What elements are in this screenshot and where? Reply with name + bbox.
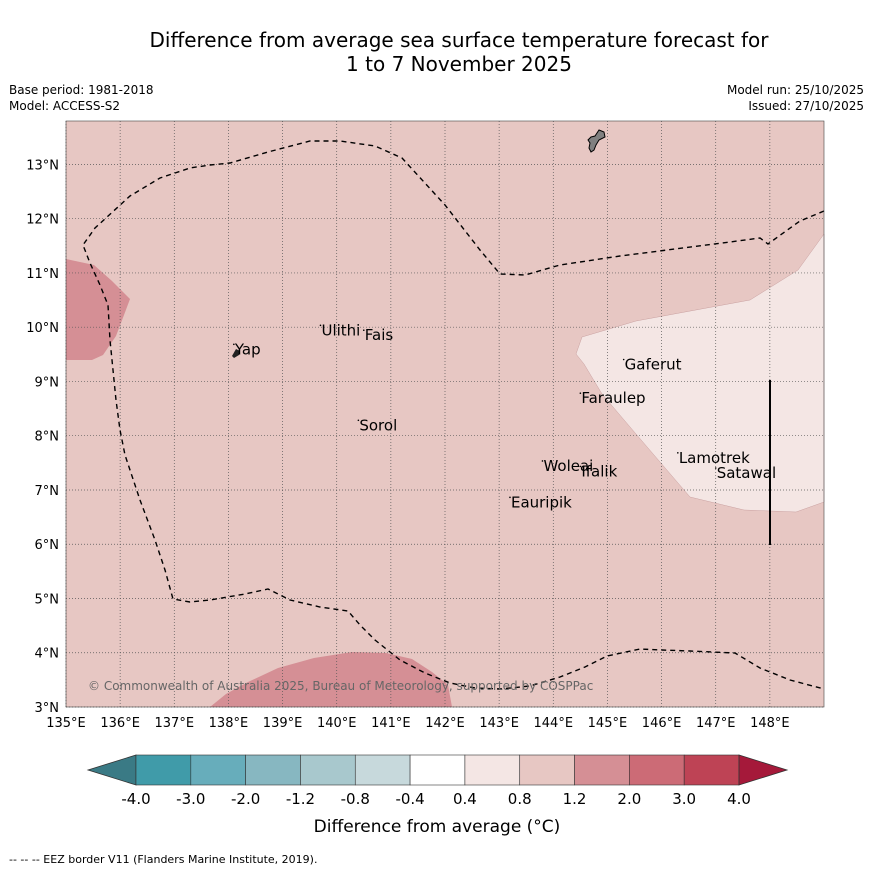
lat-tick-label: 9°N — [35, 375, 60, 390]
lon-tick-label: 137°E — [155, 716, 195, 731]
anomaly-region-south — [210, 652, 452, 707]
lon-tick-label: 138°E — [209, 716, 249, 731]
lat-tick-label: 7°N — [35, 484, 60, 499]
place-label: Ifalik — [581, 462, 617, 480]
map-frame — [65, 120, 825, 708]
footer-note: -- -- -- EEZ border V11 (Flanders Marine… — [9, 853, 318, 866]
place-label: Fais — [365, 326, 394, 344]
lat-tick-label: 6°N — [35, 538, 60, 553]
place-label: Ulithi — [321, 321, 360, 339]
lat-tick-label: 8°N — [35, 430, 60, 445]
colorbar-tick-label: 4.0 — [727, 790, 751, 808]
place-label: Lamotrek — [679, 449, 750, 467]
place-dot — [509, 496, 511, 499]
lat-tick-label: 10°N — [26, 321, 59, 336]
copyright-text: © Commonwealth of Australia 2025, Bureau… — [88, 679, 593, 693]
colorbar-tick-label: 0.8 — [508, 790, 532, 808]
lon-tick-label: 144°E — [534, 716, 574, 731]
colorbar-tick-label: -3.0 — [176, 790, 205, 808]
place-dot — [579, 465, 582, 468]
colorbar-segment — [354, 754, 411, 786]
lon-tick-label: 142°E — [425, 716, 465, 731]
place-dot — [357, 419, 360, 422]
title-line-2: 1 to 7 November 2025 — [346, 52, 572, 76]
place-label: Sorol — [359, 416, 397, 434]
place-label: Eauripik — [511, 493, 572, 511]
meta-right: Model run: 25/10/2025 Issued: 27/10/2025 — [727, 82, 864, 114]
colorbar-under-triangle — [86, 754, 137, 786]
colorbar-label: Difference from average (°C) — [314, 817, 561, 837]
place-label: Satawal — [717, 464, 776, 482]
place-labels: Ulithi Fais Yap Gaferut Faraulep Sorol WoleaiI… — [233, 321, 776, 511]
colorbar-segment — [464, 754, 521, 786]
colorbar-tick-label: -4.0 — [121, 790, 150, 808]
colorbar: -4.0 -3.0 -2.0 -1.2 -0.8 -0.4 0.4 0.8 1.2 2.0 3.0 4… — [86, 754, 789, 808]
colorbar-tick-label: -2.0 — [231, 790, 260, 808]
colorbar-tick-label: -0.4 — [395, 790, 424, 808]
colorbar-tick-label: -0.8 — [341, 790, 370, 808]
place-label: Faraulep — [581, 389, 645, 407]
place-label: Gaferut — [625, 356, 682, 374]
place-dot — [622, 358, 625, 361]
lon-tick-label: 148°E — [750, 716, 790, 731]
place-dot — [714, 467, 717, 469]
colorbar-segment — [135, 754, 192, 786]
colorbar-segment — [574, 754, 630, 786]
place-dot — [319, 324, 322, 327]
lat-tick-label: 3°N — [35, 701, 60, 716]
axis-labels: 135°E 136°E 137°E 138°E 139°E 140°E 141°E 142°E… — [26, 158, 789, 731]
guam-island — [587, 129, 606, 153]
yap-island — [232, 349, 240, 358]
anomaly-region-light — [575, 233, 825, 513]
title-line-1: Difference from average sea surface temp… — [149, 28, 769, 52]
chart-title: Difference from average sea surface temp… — [0, 28, 873, 76]
lon-tick-label: 145°E — [588, 716, 628, 731]
colorbar-segment — [519, 754, 575, 786]
colorbar-segment — [409, 754, 466, 786]
place-dot — [579, 392, 582, 394]
lon-tick-label: 143°E — [479, 716, 519, 731]
lon-tick-label: 139°E — [263, 716, 303, 731]
place-dot — [233, 343, 235, 346]
colorbar-tick-label: 1.2 — [563, 790, 587, 808]
place-dot — [677, 452, 679, 454]
colorbar-segment — [300, 754, 356, 786]
colorbar-tick-label: 0.4 — [453, 790, 477, 808]
colorbar-tick-label: 3.0 — [672, 790, 696, 808]
place-label: Yap — [234, 340, 261, 358]
colorbar-segment — [683, 754, 740, 786]
colorbar-segment — [245, 754, 301, 786]
lat-tick-label: 11°N — [26, 267, 59, 282]
place-dot — [541, 460, 544, 462]
model-name: Model: ACCESS-S2 — [9, 99, 121, 113]
lon-tick-label: 135°E — [46, 716, 86, 731]
map-area: Ulithi Fais Yap Gaferut Faraulep Sorol WoleaiI… — [65, 120, 825, 708]
lat-tick-label: 5°N — [35, 592, 60, 607]
lon-tick-label: 146°E — [642, 716, 682, 731]
place-dot — [362, 329, 365, 332]
colorbar-over-triangle — [738, 754, 789, 786]
colorbar-tick-label: -1.2 — [286, 790, 315, 808]
lon-tick-label: 141°E — [371, 716, 411, 731]
lat-tick-label: 13°N — [26, 158, 59, 173]
issued-date: Issued: 27/10/2025 — [748, 99, 864, 113]
place-label: Woleai — [543, 457, 593, 475]
base-period: Base period: 1981-2018 — [9, 83, 154, 97]
map-gridlines — [65, 121, 824, 708]
anomaly-region-west — [66, 259, 130, 360]
colorbar-tick-label: 2.0 — [617, 790, 641, 808]
lat-tick-label: 4°N — [35, 647, 60, 662]
lon-tick-label: 140°E — [317, 716, 357, 731]
lon-tick-label: 147°E — [696, 716, 736, 731]
lon-tick-label: 136°E — [100, 716, 140, 731]
lat-tick-label: 12°N — [26, 213, 59, 228]
model-run: Model run: 25/10/2025 — [726, 83, 864, 97]
meta-left: Base period: 1981-2018 Model: ACCESS-S2 — [9, 82, 154, 114]
colorbar-segment — [190, 754, 246, 786]
colorbar-segment — [629, 754, 685, 786]
eez-border — [82, 140, 825, 690]
